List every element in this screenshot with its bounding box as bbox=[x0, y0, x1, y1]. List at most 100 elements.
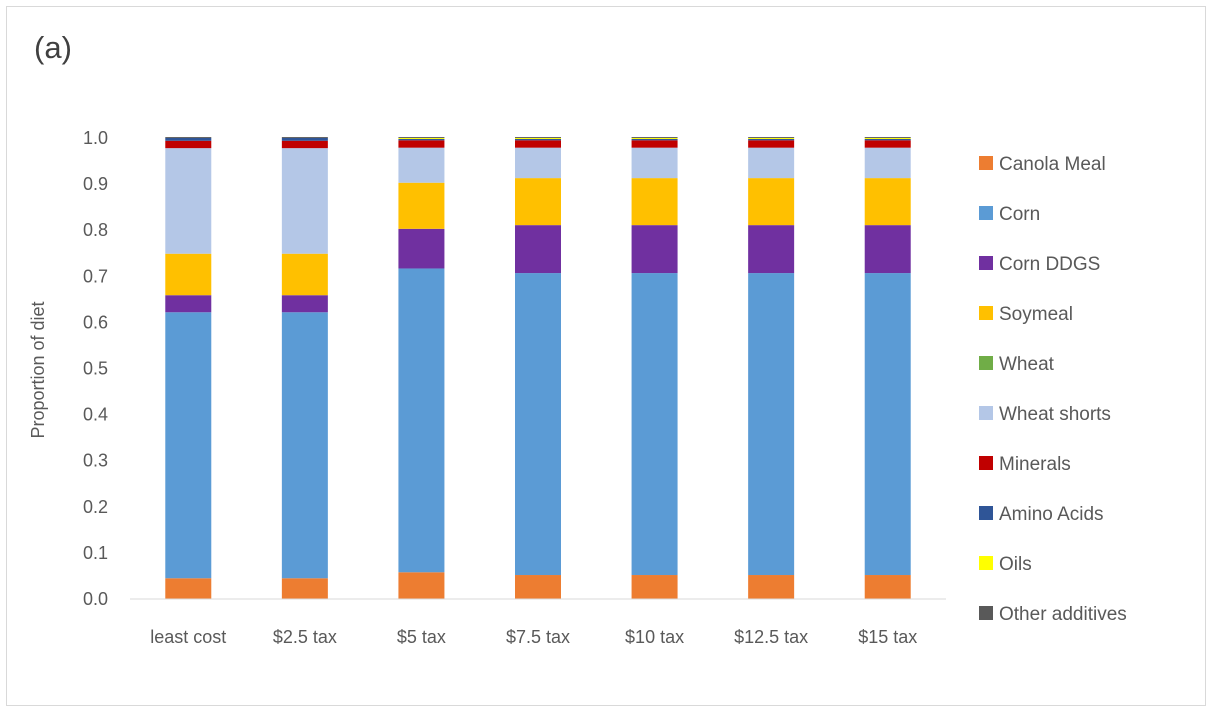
legend-label: Wheat shorts bbox=[999, 404, 1111, 425]
legend-swatch bbox=[979, 156, 993, 170]
bar-segment bbox=[515, 138, 561, 141]
x-tick-label: $2.5 tax bbox=[273, 627, 337, 647]
bar-segment bbox=[748, 137, 795, 138]
bar-segment bbox=[864, 140, 911, 148]
legend-label: Corn bbox=[999, 204, 1040, 225]
bar-segment bbox=[631, 140, 678, 148]
bar-segment bbox=[631, 138, 678, 139]
x-tick-label: least cost bbox=[150, 627, 226, 647]
bar-segment bbox=[748, 138, 795, 141]
legend-label: Wheat bbox=[999, 354, 1055, 375]
y-tick-label: 0.2 bbox=[83, 497, 108, 517]
bar-segment bbox=[515, 273, 561, 576]
y-tick-label: 0.4 bbox=[83, 405, 108, 425]
legend-swatch bbox=[979, 306, 993, 320]
bar-segment bbox=[398, 138, 445, 141]
bar-segment bbox=[165, 148, 212, 254]
bar-segment bbox=[748, 138, 795, 139]
legend-label: Oils bbox=[999, 554, 1032, 575]
x-tick-label: $10 tax bbox=[625, 627, 684, 647]
y-tick-label: 0.5 bbox=[83, 359, 108, 379]
bar-segment bbox=[515, 137, 561, 138]
bar-segment bbox=[631, 147, 678, 179]
bar-segment bbox=[515, 147, 561, 179]
x-tick-label: $7.5 tax bbox=[506, 627, 570, 647]
legend-label: Canola Meal bbox=[999, 154, 1106, 175]
legend-label: Corn DDGS bbox=[999, 254, 1100, 275]
bar-segment bbox=[281, 148, 328, 254]
bar-segment bbox=[864, 225, 911, 274]
x-tick-label: $12.5 tax bbox=[734, 627, 808, 647]
y-tick-label: 0.0 bbox=[83, 589, 108, 609]
bar-segment bbox=[748, 575, 795, 599]
legend-label: Minerals bbox=[999, 454, 1071, 475]
bar-segment bbox=[631, 138, 678, 141]
bar-segment bbox=[165, 312, 212, 579]
bar-segment bbox=[281, 295, 328, 313]
legend-swatch bbox=[979, 406, 993, 420]
bar-segment bbox=[748, 273, 795, 576]
bar-segment bbox=[515, 138, 561, 139]
y-tick-label: 0.8 bbox=[83, 220, 108, 240]
legend-swatch bbox=[979, 256, 993, 270]
legend-swatch bbox=[979, 456, 993, 470]
bar-segment bbox=[281, 253, 328, 296]
y-axis-ticks: 0.0 0.1 0.2 0.3 0.4 0.5 0.6 0.7 0.8 0.9 1.0 bbox=[83, 128, 108, 609]
bar-segment bbox=[864, 147, 911, 179]
bar-segment bbox=[398, 137, 445, 138]
bar-segment bbox=[748, 225, 795, 274]
bar-segment bbox=[398, 182, 445, 229]
bar-segment bbox=[631, 178, 678, 226]
bar-segment bbox=[281, 578, 328, 599]
bar-segment bbox=[398, 140, 445, 148]
bar-segment bbox=[281, 312, 328, 579]
bar-segment bbox=[748, 178, 795, 226]
x-tick-label: $15 tax bbox=[858, 627, 917, 647]
bar-segment bbox=[165, 140, 212, 149]
bar-segment bbox=[864, 575, 911, 599]
legend-label: Other additives bbox=[999, 604, 1127, 625]
y-tick-label: 0.9 bbox=[83, 174, 108, 194]
legend-label: Soymeal bbox=[999, 304, 1073, 325]
bar-segment bbox=[515, 575, 561, 599]
bar-segment bbox=[631, 225, 678, 274]
bar-segment bbox=[165, 578, 212, 599]
y-tick-label: 0.6 bbox=[83, 312, 108, 332]
bar-segment bbox=[631, 137, 678, 138]
bar-segment bbox=[515, 140, 561, 148]
bar-segment bbox=[165, 137, 212, 138]
y-tick-label: 0.1 bbox=[83, 543, 108, 563]
y-tick-label: 0.3 bbox=[83, 451, 108, 471]
chart-frame bbox=[6, 6, 1206, 706]
bar-segment bbox=[748, 147, 795, 179]
bar-segment bbox=[864, 138, 911, 141]
bar-segment bbox=[398, 572, 445, 599]
bar-segment bbox=[631, 575, 678, 599]
bar-segment bbox=[515, 178, 561, 226]
legend: Canola Meal Corn Corn DDGS Soymeal Wheat Whea… bbox=[979, 154, 1127, 625]
panel-label: (a) bbox=[34, 30, 72, 65]
x-axis-ticks: least cost $2.5 tax $5 tax $7.5 tax $10 tax $… bbox=[150, 627, 917, 647]
bar-segment bbox=[165, 253, 212, 296]
legend-swatch bbox=[979, 356, 993, 370]
bar-segment bbox=[281, 140, 328, 149]
y-tick-label: 0.7 bbox=[83, 266, 108, 286]
x-tick-label: $5 tax bbox=[397, 627, 446, 647]
bar-segment bbox=[398, 228, 445, 269]
y-tick-label: 1.0 bbox=[83, 128, 108, 148]
bar-segment bbox=[165, 138, 212, 141]
legend-swatch bbox=[979, 206, 993, 220]
bar-segment bbox=[398, 268, 445, 573]
bar-segment bbox=[864, 273, 911, 576]
bar-segment bbox=[165, 295, 212, 313]
legend-label: Amino Acids bbox=[999, 504, 1104, 525]
bars bbox=[165, 137, 911, 599]
bar-segment bbox=[864, 178, 911, 226]
legend-swatch bbox=[979, 606, 993, 620]
bar-segment bbox=[748, 140, 795, 148]
bar-segment bbox=[281, 137, 328, 138]
bar-segment bbox=[398, 138, 445, 139]
legend-swatch bbox=[979, 556, 993, 570]
bar-segment bbox=[398, 147, 445, 183]
